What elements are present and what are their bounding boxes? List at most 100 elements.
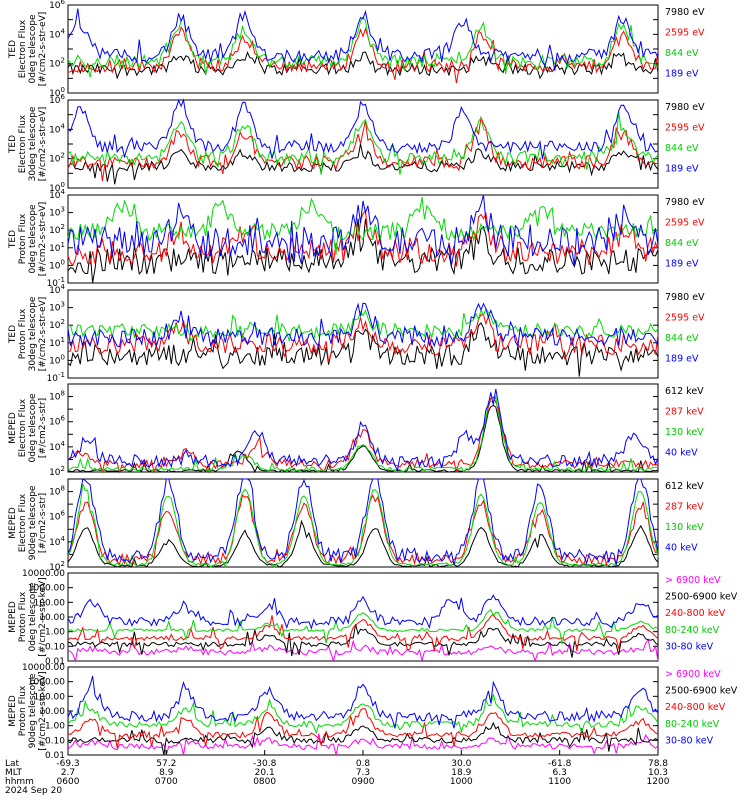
legend-entry: 612 keV	[665, 481, 704, 492]
x-axis-annotation: LatMLThhmm-69.32.7060057.28.90700-30.820…	[5, 750, 670, 796]
y-tick-label: 101	[49, 336, 65, 349]
y-tick-label: 102	[49, 560, 65, 573]
y-tick-label: 100	[49, 86, 65, 99]
series-line-844-eV	[67, 13, 659, 78]
y-tick-label: 100.00	[34, 598, 66, 608]
panel-frame	[67, 383, 659, 473]
y-axis-title: MEPEDProton Flux90deg telescope[#/cm2-s-…	[8, 671, 48, 750]
y-tick-label: 100.00	[34, 692, 66, 702]
legend-entry: 189 eV	[665, 258, 699, 269]
legend-entry: 130 keV	[665, 427, 704, 438]
series-line-7980-eV	[67, 143, 659, 185]
x-tick-label-hhmm: 1200	[647, 777, 670, 787]
legend-entry: 80-240 keV	[665, 625, 720, 636]
legend-entry: 189 eV	[665, 68, 699, 79]
series-line-7980-eV	[67, 51, 659, 80]
series-line-2500-6900-keV	[67, 721, 659, 756]
legend-entry: 30-80 keV	[665, 735, 714, 746]
x-tick-label-mlt: 2.7	[61, 768, 75, 778]
x-row-label: hhmm	[5, 777, 34, 787]
series-line-287-keV	[67, 396, 659, 474]
y-axis-title: TEDElectron Flux30deg telescope[#/cm2-s-…	[8, 106, 48, 181]
legend-entry: 7980 eV	[665, 292, 705, 303]
y-tick-label: 102	[49, 223, 65, 236]
panel-frame	[67, 99, 659, 189]
x-tick-label-lat: -61.8	[548, 759, 572, 769]
y-tick-label: 10-1	[47, 371, 65, 384]
series-line-844-eV	[67, 197, 658, 255]
panel-7: 0.01 0.10 1.00 10.00 100.00 1000.00 10000.00ME…	[8, 569, 738, 667]
legend-entry: 2500-6900 keV	[665, 686, 738, 697]
y-tick-label: 106	[49, 0, 65, 11]
y-tick-label: 0.10	[45, 642, 65, 652]
series-line-287-keV	[67, 494, 659, 566]
y-tick-label: 104	[49, 535, 65, 548]
y-tick-label: 1000.00	[28, 584, 65, 594]
legend-entry: 7980 eV	[665, 197, 705, 208]
series-line-130-keV	[67, 395, 659, 473]
y-tick-label: 1000.00	[28, 678, 65, 688]
series-line-130-keV	[67, 483, 659, 569]
panel-frame	[67, 478, 659, 568]
legend-entry: 189 eV	[665, 353, 699, 364]
y-tick-label: 102	[49, 318, 65, 331]
x-tick-label-mlt: 10.3	[648, 768, 668, 778]
legend-entry: 7980 eV	[665, 102, 705, 113]
x-tick-label-hhmm: 1000	[450, 777, 473, 787]
legend-entry: 612 keV	[665, 386, 704, 397]
y-tick-label: 103	[49, 301, 65, 314]
y-tick-label: 1.00	[45, 628, 65, 638]
x-tick-label-lat: 78.8	[648, 759, 668, 769]
legend-entry: > 6900 keV	[665, 575, 721, 586]
legend-entry: 189 eV	[665, 163, 699, 174]
x-row-label: Lat	[5, 759, 20, 769]
y-tick-label: 103	[49, 206, 65, 219]
x-tick-label-hhmm: 0800	[253, 777, 276, 787]
legend-entry: 40 keV	[665, 542, 698, 553]
series-line-40-keV	[67, 388, 659, 472]
x-tick-label-lat: 30.0	[451, 759, 471, 769]
series-line-2595-eV	[67, 115, 659, 182]
legend-entry: 2595 eV	[665, 312, 705, 323]
x-tick-label-hhmm: 1100	[548, 777, 571, 787]
legend-entry: 240-800 keV	[665, 608, 726, 619]
panel-frame	[67, 289, 659, 379]
x-tick-label-lat: -30.8	[253, 759, 277, 769]
legend-entry: 2500-6900 keV	[665, 592, 738, 603]
x-tick-label-mlt: 18.9	[451, 768, 471, 778]
legend-entry: 240-800 keV	[665, 702, 726, 713]
series-line-7980-eV	[67, 218, 659, 284]
y-axis-title: MEPEDElectron Flux90deg telescope[#/cm2-…	[8, 485, 48, 560]
series-line-80-240-keV	[67, 694, 659, 735]
y-tick-label: 108	[49, 485, 65, 498]
legend-entry: 2595 eV	[665, 217, 705, 228]
legend-entry: > 6900 keV	[665, 669, 721, 680]
y-tick-label: 10.00	[39, 613, 65, 623]
y-tick-label: 0.01	[45, 751, 65, 761]
legend-entry: 844 eV	[665, 48, 699, 59]
x-tick-label-hhmm: 0600	[57, 777, 80, 787]
legend-entry: 287 keV	[665, 501, 704, 512]
series-line-189-eV	[67, 8, 659, 71]
legend-entry: 844 eV	[665, 143, 699, 154]
x-tick-label-lat: 57.2	[156, 759, 176, 769]
series-line-844-eV	[67, 111, 659, 175]
y-axis-title: MEPEDElectron Flux0deg telescope[#/cm2-s…	[8, 393, 48, 463]
y-axis-title: MEPEDProton Flux0deg telescope[#/cm2-s-s…	[8, 577, 48, 656]
legend-entry: 80-240 keV	[665, 719, 720, 730]
legend-entry: 30-80 keV	[665, 641, 714, 652]
x-tick-label-mlt: 6.3	[553, 768, 567, 778]
y-tick-label: 0.01	[45, 657, 65, 667]
legend-entry: 7980 eV	[665, 7, 705, 18]
series-line-844-eV	[67, 307, 659, 343]
y-tick-label: 102	[49, 465, 65, 478]
x-tick-label-hhmm: 0900	[352, 777, 375, 787]
y-tick-label: 104	[49, 27, 65, 40]
series-line-30-80-keV	[67, 594, 659, 630]
y-tick-label: 108	[49, 390, 65, 403]
legend-entry: 130 keV	[665, 522, 704, 533]
